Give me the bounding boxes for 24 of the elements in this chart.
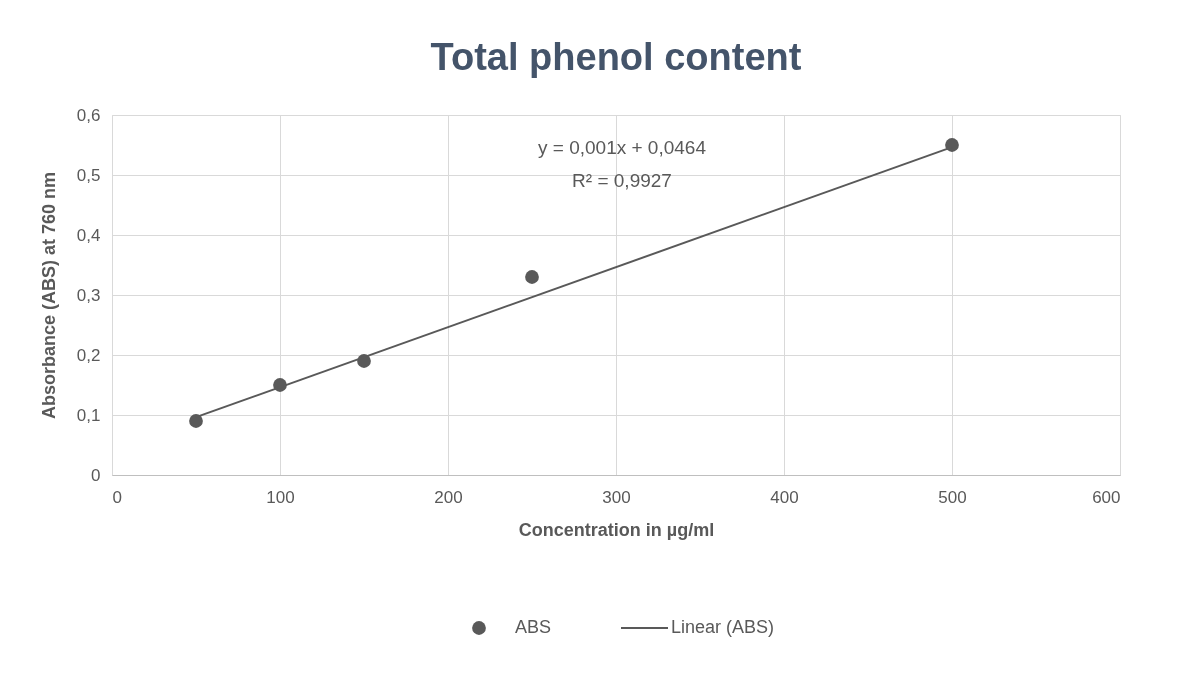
y-tick-label: 0 — [91, 465, 101, 485]
point — [525, 270, 539, 284]
annotation: R² = 0,9927 — [572, 170, 672, 191]
y-tick-label: 0,4 — [76, 225, 101, 245]
y-axis-title: Absorbance (ABS) at 760 nm — [38, 171, 59, 420]
point — [189, 414, 203, 428]
x-tick-label: 300 — [602, 487, 631, 507]
legend-label: ABS — [515, 617, 552, 637]
x-tick-label: 400 — [770, 487, 799, 507]
x-tick-label: 200 — [434, 487, 463, 507]
x-axis-title: Concentration in µg/ml — [518, 519, 715, 540]
x-tick-label: 0 — [112, 487, 122, 507]
y-tick-label: 0,2 — [76, 345, 101, 365]
y-tick-label: 0,1 — [76, 405, 101, 425]
chart-title: Total phenol content — [430, 36, 802, 78]
legend-label: Linear (ABS) — [671, 617, 775, 637]
x-tick-label: 600 — [1092, 487, 1121, 507]
y-tick-label: 0,5 — [76, 165, 101, 185]
x-tick-label: 100 — [266, 487, 295, 507]
annotation: y = 0,001x + 0,0464 — [538, 137, 707, 158]
x-tick-label: 500 — [938, 487, 967, 507]
point — [945, 138, 959, 152]
y-tick-label: 0,6 — [76, 105, 101, 125]
y-tick-label: 0,3 — [76, 285, 101, 305]
